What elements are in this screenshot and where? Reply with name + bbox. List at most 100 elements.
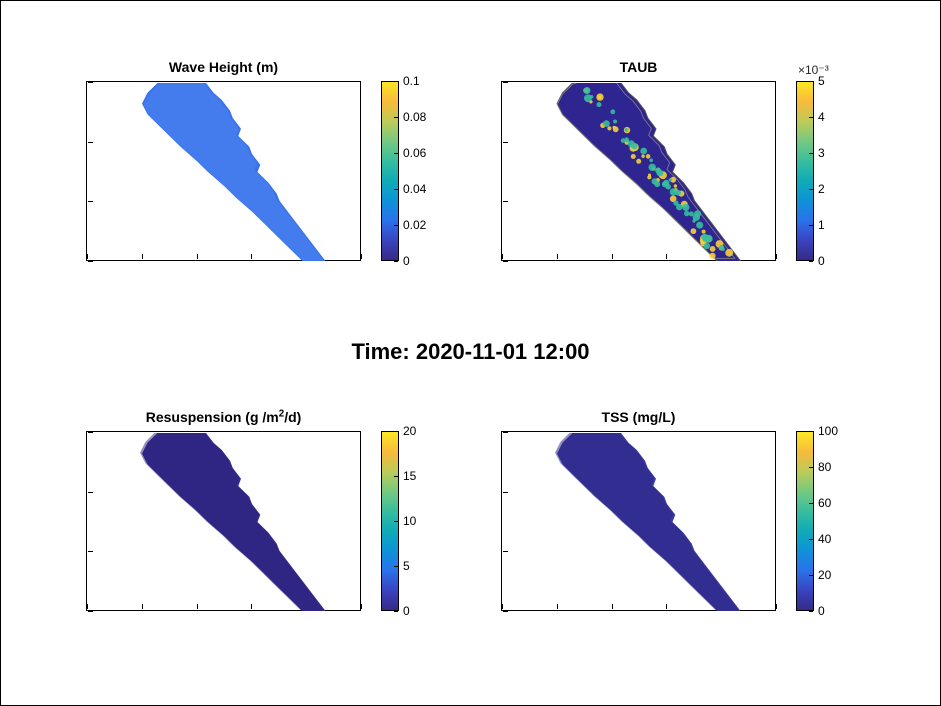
x-tick [612,604,613,609]
axes-box [501,431,776,611]
colorbar: 020406080100 [796,431,866,611]
subplot-bot_right: TSS (mg/L)020406080100 [501,431,776,611]
y-tick [503,432,508,433]
colorbar-tick-label: 0.1 [403,74,420,88]
colorbar-exponent: ×10⁻³ [798,63,829,77]
y-tick [88,432,93,433]
subplot-title: Resuspension (g /m2/d) [86,409,361,425]
colorbar-tick-label: 10 [403,514,416,528]
x-tick [502,254,503,259]
timestamp-title: Time: 2020-11-01 12:00 [1,339,940,365]
colorbar-tick [809,261,813,262]
colorbar-tick-label: 4 [818,110,825,124]
colorbar-tick [394,117,398,118]
colorbar-tick [809,575,813,576]
x-tick [557,254,558,259]
y-tick [503,142,508,143]
colorbar-tick [394,189,398,190]
colorbar-tick [809,225,813,226]
y-tick [503,261,508,262]
colorbar-tick [809,81,813,82]
colorbar: 05101520 [381,431,451,611]
colorbar-tick [394,431,398,432]
y-tick [503,551,508,552]
axes-box [86,431,361,611]
colorbar-tick-label: 0.06 [403,146,426,160]
x-tick [666,604,667,609]
colorbar-tick-label: 15 [403,469,416,483]
colorbar-tick-label: 20 [818,568,831,582]
y-tick [88,611,93,612]
colorbar-tick-label: 0.08 [403,110,426,124]
axes-box [501,81,776,261]
colorbar-tick [394,611,398,612]
colorbar-labels: 020406080100 [818,431,868,611]
colorbar-tick-label: 0 [818,604,825,618]
x-tick [87,254,88,259]
data-layer [502,82,777,262]
subplot-title: TAUB [501,59,776,75]
subplot-top_right: TAUB012345×10⁻³ [501,81,776,261]
colorbar-tick [394,81,398,82]
y-tick [88,142,93,143]
colorbar-tick [394,261,398,262]
x-tick [197,254,198,259]
colorbar-tick [809,153,813,154]
data-layer [87,82,362,262]
colorbar-gradient [796,81,814,261]
colorbar-tick [394,476,398,477]
subplot-title: TSS (mg/L) [501,409,776,425]
colorbar-tick [809,503,813,504]
colorbar-tick-label: 1 [818,218,825,232]
y-tick [503,201,508,202]
colorbar-tick-label: 2 [818,182,825,196]
y-tick [503,82,508,83]
colorbar-tick-label: 40 [818,532,831,546]
colorbar: 012345 [796,81,866,261]
x-tick [721,604,722,609]
colorbar-tick-label: 20 [403,424,416,438]
colorbar-gradient [796,431,814,611]
colorbar-tick-label: 0.04 [403,182,426,196]
colorbar-tick-label: 0 [403,254,410,268]
x-tick [502,604,503,609]
colorbar-labels: 00.020.040.060.080.1 [403,81,453,261]
x-tick [306,604,307,609]
colorbar-tick-label: 0 [818,254,825,268]
colorbar-tick [809,117,813,118]
colorbar-labels: 05101520 [403,431,453,611]
x-tick [776,604,777,609]
colorbar-labels: 012345 [818,81,868,261]
data-layer [502,432,777,612]
colorbar-tick-label: 80 [818,460,831,474]
x-tick [306,254,307,259]
x-tick [251,604,252,609]
x-tick [251,254,252,259]
x-tick [557,604,558,609]
x-tick [142,604,143,609]
colorbar-tick [809,539,813,540]
x-tick [666,254,667,259]
y-tick [88,201,93,202]
x-tick [612,254,613,259]
colorbar-tick [394,225,398,226]
x-tick [721,254,722,259]
colorbar-tick-label: 0.02 [403,218,426,232]
y-tick [88,82,93,83]
colorbar-tick [809,189,813,190]
x-tick [197,604,198,609]
y-tick [88,551,93,552]
colorbar-tick [809,611,813,612]
axes-box [86,81,361,261]
x-tick [142,254,143,259]
x-tick [87,604,88,609]
y-tick [88,261,93,262]
colorbar-tick [394,521,398,522]
colorbar-tick-label: 0 [403,604,410,618]
colorbar-tick [394,153,398,154]
colorbar-tick-label: 60 [818,496,831,510]
colorbar-tick [809,431,813,432]
colorbar-tick-label: 5 [403,559,410,573]
y-tick [503,492,508,493]
x-tick [776,254,777,259]
